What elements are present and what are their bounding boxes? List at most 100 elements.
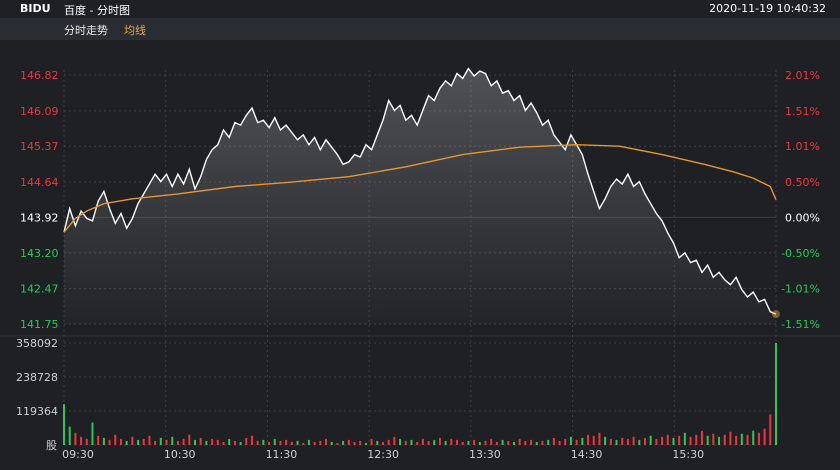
volume-bar	[370, 438, 373, 445]
volume-bar	[581, 437, 584, 445]
volume-bar	[91, 422, 94, 445]
volume-bar	[495, 441, 498, 445]
time-tick-label: 10:30	[164, 448, 196, 461]
volume-bar	[313, 441, 316, 445]
volume-bar	[239, 441, 242, 445]
volume-bar	[587, 434, 590, 445]
volume-bar	[336, 442, 339, 445]
volume-bar	[393, 436, 396, 445]
volume-bar	[342, 440, 345, 445]
volume-bar	[256, 440, 259, 445]
volume-tick-label: 股	[46, 439, 57, 452]
volume-bar	[387, 439, 390, 445]
volume-bar	[347, 439, 350, 445]
volume-bar	[518, 438, 521, 445]
volume-bar	[325, 438, 328, 445]
volume-bar	[763, 428, 766, 445]
volume-bar	[456, 439, 459, 445]
volume-bar	[575, 439, 578, 445]
volume-bar	[433, 439, 436, 445]
volume-bar	[672, 437, 675, 445]
volume-bar	[330, 441, 333, 445]
time-tick-label: 15:30	[672, 448, 704, 461]
volume-bar	[444, 440, 447, 445]
tab-intraday-trend[interactable]: 分时走势	[64, 24, 108, 37]
price-area	[64, 68, 776, 324]
time-tick-label: 12:30	[367, 448, 399, 461]
volume-bar	[211, 438, 214, 445]
tab-average-line[interactable]: 均线	[124, 24, 146, 37]
volume-tick-label: 358092	[16, 337, 58, 350]
volume-bar	[700, 430, 703, 445]
percent-tick-label: -1.51%	[781, 318, 820, 331]
volume-bar	[80, 436, 83, 445]
percent-tick-label: 1.01%	[785, 140, 820, 153]
price-tick-label: 141.75	[20, 318, 59, 331]
volume-bar	[695, 434, 698, 445]
volume-bar	[205, 440, 208, 445]
volume-bar	[159, 437, 162, 445]
volume-bar	[752, 430, 755, 445]
volume-bar	[683, 432, 686, 445]
price-tick-label: 142.47	[20, 283, 59, 296]
volume-bar	[467, 440, 470, 445]
percent-tick-label: 2.01%	[785, 69, 820, 82]
volume-bar	[273, 438, 276, 445]
volume-bar	[507, 440, 510, 445]
volume-bar	[706, 435, 709, 445]
volume-bar	[171, 436, 174, 445]
volume-bar	[410, 439, 413, 445]
volume-bar	[490, 438, 493, 445]
volume-bar	[63, 404, 65, 445]
volume-bar	[735, 435, 738, 445]
volume-bar	[262, 439, 265, 445]
volume-bar	[621, 437, 624, 445]
volume-bar	[245, 437, 248, 445]
volume-bar	[615, 439, 618, 445]
price-tick-label: 143.20	[20, 247, 59, 260]
volume-bar	[399, 438, 402, 445]
volume-bar	[643, 437, 646, 445]
price-line	[63, 67, 777, 315]
price-tick-label: 145.37	[20, 140, 59, 153]
volume-bar	[416, 441, 419, 445]
volume-bar	[558, 440, 561, 445]
volume-bar	[757, 432, 760, 445]
percent-tick-label: 0.00%	[785, 211, 820, 224]
volume-tick-label: 238728	[16, 371, 58, 384]
volume-bar	[512, 441, 515, 445]
last-price-marker	[772, 310, 780, 319]
volume-bar	[775, 343, 777, 445]
volume-bar	[364, 442, 367, 445]
volume-bar	[438, 437, 441, 445]
volume-bar	[723, 434, 726, 445]
volume-bar	[404, 440, 407, 445]
volume-bar	[712, 433, 715, 445]
volume-bar	[307, 439, 310, 445]
volume-bar	[569, 436, 572, 445]
volume-bar	[102, 437, 105, 445]
volume-bar	[649, 435, 652, 445]
volume-bar	[592, 435, 595, 445]
volume-bar	[666, 434, 669, 445]
volume-bar	[478, 441, 481, 445]
volume-bar	[450, 438, 453, 445]
volume-bar	[74, 432, 77, 445]
volume-bar	[632, 436, 635, 445]
chart-title: 百度 - 分时图	[64, 4, 130, 17]
volume-bar	[85, 438, 88, 445]
volume-bar	[535, 441, 538, 445]
volume-bar	[661, 436, 664, 445]
time-tick-label: 09:30	[62, 448, 94, 461]
volume-bar	[501, 439, 504, 445]
header-bar: BIDU 百度 - 分时图 2020-11-19 10:40:32	[0, 0, 840, 18]
volume-bar	[746, 434, 749, 445]
price-tick-label: 146.82	[20, 69, 59, 82]
volume-bar	[604, 436, 607, 445]
volume-bar	[353, 441, 356, 445]
volume-bar	[421, 438, 424, 445]
volume-bar	[552, 437, 555, 445]
time-tick-label: 14:30	[571, 448, 603, 461]
indicator-tabs: 分时走势 均线	[0, 18, 840, 40]
volume-bar	[678, 435, 681, 445]
